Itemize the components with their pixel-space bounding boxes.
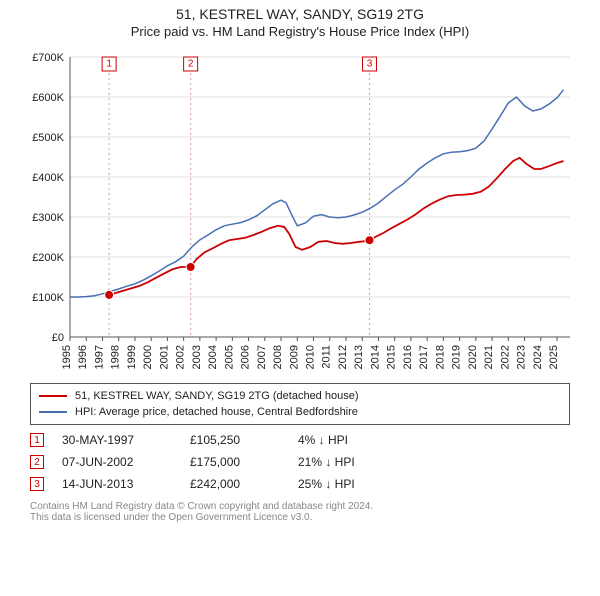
sale-point <box>105 290 114 299</box>
sale-row: 2 07-JUN-2002 £175,000 21% ↓ HPI <box>30 451 570 473</box>
footer-line-1: Contains HM Land Registry data © Crown c… <box>30 501 570 512</box>
legend: 51, KESTREL WAY, SANDY, SG19 2TG (detach… <box>30 383 570 425</box>
x-tick-label: 2018 <box>434 345 446 369</box>
y-tick-label: £0 <box>52 332 64 344</box>
x-tick-label: 2014 <box>369 345 381 369</box>
footer-line-2: This data is licensed under the Open Gov… <box>30 512 570 523</box>
sale-marker-number: 2 <box>188 59 194 70</box>
x-tick-label: 2021 <box>483 345 495 369</box>
x-tick-label: 2000 <box>142 345 154 369</box>
x-tick-label: 2024 <box>532 345 544 369</box>
x-tick-label: 2015 <box>386 345 398 369</box>
sale-row: 3 14-JUN-2013 £242,000 25% ↓ HPI <box>30 473 570 495</box>
attribution-footer: Contains HM Land Registry data © Crown c… <box>30 501 570 523</box>
x-tick-label: 2016 <box>402 345 414 369</box>
legend-label: HPI: Average price, detached house, Cent… <box>75 406 358 418</box>
subject-series-line <box>109 158 563 295</box>
x-tick-label: 2002 <box>175 345 187 369</box>
x-tick-label: 2003 <box>191 345 203 369</box>
x-tick-label: 2012 <box>337 345 349 369</box>
sale-row-price: £175,000 <box>190 455 280 469</box>
sale-marker-number: 3 <box>367 59 373 70</box>
x-tick-label: 2017 <box>418 345 430 369</box>
x-tick-label: 2006 <box>240 345 252 369</box>
x-tick-label: 2025 <box>548 345 560 369</box>
legend-swatch <box>39 395 67 397</box>
x-tick-label: 1997 <box>93 345 105 369</box>
sale-row-date: 14-JUN-2013 <box>62 477 172 491</box>
sale-point <box>365 236 374 245</box>
sale-row-marker: 2 <box>30 455 44 469</box>
legend-label: 51, KESTREL WAY, SANDY, SG19 2TG (detach… <box>75 390 359 402</box>
sale-row-date: 30-MAY-1997 <box>62 433 172 447</box>
sale-row-date: 07-JUN-2002 <box>62 455 172 469</box>
sale-marker-number: 1 <box>106 59 112 70</box>
x-tick-label: 1996 <box>77 345 89 369</box>
x-tick-label: 1998 <box>110 345 122 369</box>
y-tick-label: £200K <box>32 252 64 264</box>
sale-row-price: £105,250 <box>190 433 280 447</box>
x-tick-label: 1995 <box>61 345 73 369</box>
x-tick-label: 2007 <box>256 345 268 369</box>
y-tick-label: £400K <box>32 172 64 184</box>
sale-row-marker: 1 <box>30 433 44 447</box>
sale-row: 1 30-MAY-1997 £105,250 4% ↓ HPI <box>30 429 570 451</box>
legend-swatch <box>39 411 67 413</box>
x-tick-label: 2022 <box>499 345 511 369</box>
y-tick-label: £500K <box>32 132 64 144</box>
sale-row-price: £242,000 <box>190 477 280 491</box>
chart-title: 51, KESTREL WAY, SANDY, SG19 2TG <box>0 6 600 22</box>
x-tick-label: 1999 <box>126 345 138 369</box>
line-chart: £0 £100K £200K £300K £400K £500K £600K £700K 199… <box>20 47 580 377</box>
x-tick-label: 2019 <box>451 345 463 369</box>
x-tick-label: 2009 <box>288 345 300 369</box>
y-tick-label: £700K <box>32 52 64 64</box>
sale-row-marker: 3 <box>30 477 44 491</box>
y-tick-label: £600K <box>32 92 64 104</box>
x-tick-label: 2004 <box>207 345 219 369</box>
x-tick-label: 2013 <box>353 345 365 369</box>
sale-row-delta: 4% ↓ HPI <box>298 433 408 447</box>
x-tick-label: 2010 <box>305 345 317 369</box>
x-tick-label: 2001 <box>158 345 170 369</box>
x-tick-label: 2008 <box>272 345 284 369</box>
y-tick-label: £300K <box>32 212 64 224</box>
legend-item: HPI: Average price, detached house, Cent… <box>39 404 561 420</box>
chart-subtitle: Price paid vs. HM Land Registry's House … <box>0 24 600 39</box>
legend-item: 51, KESTREL WAY, SANDY, SG19 2TG (detach… <box>39 388 561 404</box>
x-tick-label: 2023 <box>516 345 528 369</box>
y-tick-label: £100K <box>32 292 64 304</box>
sale-row-delta: 25% ↓ HPI <box>298 477 408 491</box>
x-tick-label: 2005 <box>223 345 235 369</box>
sales-table: 1 30-MAY-1997 £105,250 4% ↓ HPI 2 07-JUN-2002… <box>30 429 570 495</box>
sale-row-delta: 21% ↓ HPI <box>298 455 408 469</box>
sale-point <box>186 263 195 272</box>
x-tick-label: 2020 <box>467 345 479 369</box>
chart-area: £0 £100K £200K £300K £400K £500K £600K £700K 199… <box>20 47 580 377</box>
hpi-series-line <box>70 90 564 297</box>
x-tick-label: 2011 <box>321 345 333 369</box>
